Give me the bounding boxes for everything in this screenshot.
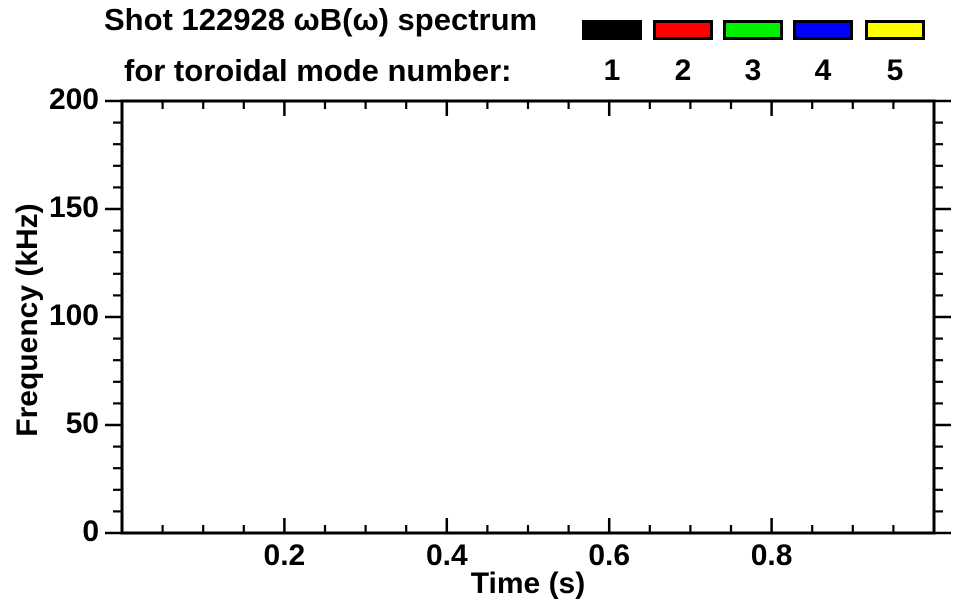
legend-swatch-mode-3	[723, 20, 783, 40]
y-tick-label: 150	[48, 191, 99, 224]
y-tick-label: 0	[82, 515, 99, 548]
y-tick-label: 100	[48, 299, 99, 332]
legend-swatch-mode-5	[865, 20, 925, 40]
legend-label-mode-5: 5	[886, 54, 904, 87]
legend-swatch-mode-2	[653, 20, 713, 40]
x-axis-label: Time (s)	[470, 567, 586, 600]
y-axis-label-wrap: Frequency (kHz)	[8, 120, 48, 520]
page-title-line1: Shot 122928 ωB(ω) spectrum	[104, 2, 538, 37]
y-axis-label: Frequency (kHz)	[11, 203, 44, 437]
legend-label-mode-4: 4	[814, 54, 832, 87]
legend-label-mode-2: 2	[674, 54, 692, 87]
x-tick-label: 0.8	[750, 539, 793, 572]
y-tick-label: 50	[65, 407, 99, 440]
legend-swatch-mode-4	[793, 20, 853, 40]
legend-label-mode-3: 3	[744, 54, 762, 87]
legend-label-mode-1: 1	[603, 54, 621, 87]
page-title-line2: for toroidal mode number:	[124, 53, 512, 88]
legend-swatch-mode-1	[582, 20, 642, 40]
x-tick-label: 0.2	[263, 539, 306, 572]
y-tick-label: 200	[48, 83, 99, 116]
plot-frame-rect	[120, 99, 936, 535]
x-tick-label: 0.6	[588, 539, 631, 572]
x-tick-label: 0.4	[425, 539, 468, 572]
